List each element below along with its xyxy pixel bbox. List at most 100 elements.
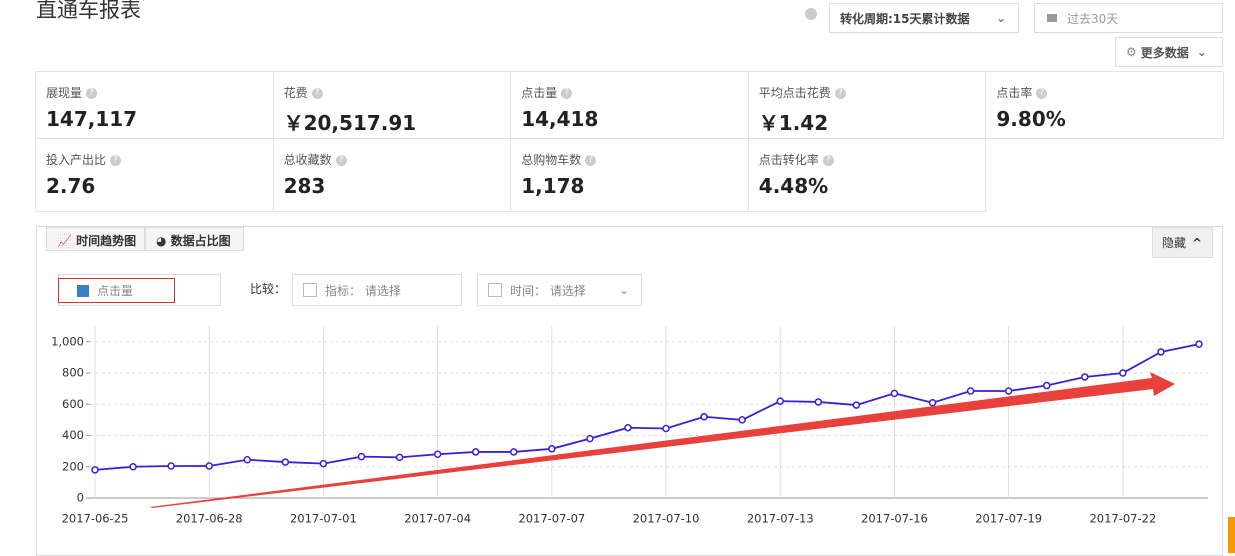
data-point: [1195, 340, 1203, 348]
data-point: [852, 401, 861, 409]
metric-label-text: 点击量: [521, 86, 558, 100]
select-text: 转化周期:15天累计数据: [840, 11, 970, 26]
metric-label-text: 平均点击花费: [758, 86, 831, 100]
data-point: [1004, 387, 1013, 395]
metric-card: 投入产出比? 2.76: [36, 139, 274, 212]
caret: ⌄: [1196, 45, 1207, 59]
metric-card: 总购物车数? 1,178: [511, 139, 749, 212]
select-label: 指标：: [325, 283, 362, 298]
caret: ^: [1192, 235, 1203, 250]
tab[interactable]: 📈 时间趋势图: [46, 227, 145, 251]
tab-label: 数据占比图: [170, 234, 231, 248]
select-label: 时间：: [510, 283, 547, 298]
metric-label: 总购物车数?: [521, 151, 738, 168]
data-point: [281, 458, 290, 466]
metric-label: 展现量?: [46, 84, 263, 101]
calendar-icon: [1047, 14, 1057, 22]
y-tick-label: 600: [62, 397, 84, 411]
data-point: [738, 416, 746, 424]
metric-label-text: 点击率: [996, 86, 1033, 100]
checkbox: [303, 283, 317, 297]
page-title: 直通车报表: [36, 0, 141, 22]
time-select[interactable]: 时间： 请选择 ⌄: [477, 274, 642, 306]
data-point: [1081, 373, 1089, 381]
data-point: [395, 453, 404, 462]
metric-value: 2.76: [46, 174, 96, 198]
help-icon: ?: [561, 88, 573, 99]
button-text: 更多数据: [1140, 45, 1189, 60]
data-point: [776, 397, 784, 405]
data-point: [700, 413, 708, 421]
data-point: [624, 423, 632, 432]
legend-item[interactable]: 点击量: [58, 278, 175, 303]
tab-label: 时间趋势图: [76, 234, 137, 248]
metric-label: 点击率?: [996, 84, 1213, 101]
metric-value: 1,178: [521, 174, 585, 198]
metric-value: ￥1.42: [758, 111, 829, 135]
data-point: [319, 459, 328, 468]
data-point: [890, 389, 899, 398]
metric-label-text: 总购物车数: [521, 153, 582, 167]
metric-label-text: 点击转化率: [758, 153, 819, 167]
data-point: [1119, 369, 1127, 377]
help-icon: ?: [834, 88, 846, 99]
metric-select[interactable]: 指标： 请选择: [292, 274, 462, 306]
info-icon: [805, 8, 817, 20]
metric-label: 投入产出比?: [46, 151, 263, 168]
trend-arrow: [150, 372, 1175, 508]
data-point: [357, 452, 366, 461]
help-icon: ?: [311, 88, 323, 99]
help-icon: ?: [335, 155, 347, 166]
help-icon: ?: [822, 155, 834, 166]
metric-label-text: 投入产出比: [46, 153, 107, 167]
metric-card: 平均点击花费? ￥1.42: [748, 72, 987, 139]
metric-label: 总收藏数?: [284, 151, 501, 168]
metric-card: 展现量? 147,117: [36, 72, 274, 139]
compare-label: 比较：: [250, 282, 287, 296]
button-text: 隐藏: [1162, 236, 1187, 250]
x-tick-label: 2017-07-01: [290, 512, 357, 526]
x-tick-label: 2017-07-10: [633, 512, 700, 526]
metric-label: 平均点击花费?: [759, 84, 976, 101]
x-tick-label: 2017-06-25: [62, 512, 129, 526]
y-tick-label: 200: [62, 459, 84, 473]
series-line: [94, 343, 1200, 471]
metric-label: 花费?: [284, 84, 501, 101]
metrics-grid: 展现量? 147,117 花费? ￥20,517.91 点击量? 14,418 平均点击花费…: [35, 71, 1224, 212]
caret: ⌄: [618, 283, 629, 297]
data-point: [928, 398, 937, 407]
data-point: [1042, 381, 1051, 390]
metric-card: 总收藏数? 283: [273, 139, 512, 212]
x-tick-label: 2017-07-19: [975, 512, 1042, 526]
metric-card: 花费? ￥20,517.91: [273, 72, 512, 139]
metric-label-text: 花费: [283, 86, 308, 100]
help-icon: ?: [86, 88, 98, 99]
tab[interactable]: ◕ 数据占比图: [145, 227, 244, 251]
hide-button[interactable]: 隐藏 ^: [1152, 227, 1213, 258]
more-data-button[interactable]: ⚙ 更多数据 ⌄: [1115, 37, 1223, 67]
y-tick-label: 1,000: [51, 334, 84, 348]
date-range-select[interactable]: 过去30天: [1034, 3, 1223, 33]
metric-card: 点击量? 14,418: [511, 72, 749, 139]
data-point: [548, 445, 556, 453]
x-tick-label: 2017-07-07: [518, 512, 585, 526]
metric-value: 9.80%: [996, 107, 1066, 131]
data-point: [662, 424, 670, 433]
legend-swatch: [77, 284, 89, 297]
y-tick-label: 800: [62, 366, 84, 380]
conversion-period-select[interactable]: 转化周期:15天累计数据 ⌄: [829, 3, 1019, 33]
date-text: 过去30天: [1067, 11, 1119, 26]
data-point: [471, 448, 480, 456]
data-point: [814, 398, 823, 406]
select-placeholder: 请选择: [549, 283, 586, 298]
legend-label: 点击量: [97, 284, 134, 298]
data-point: [205, 462, 213, 470]
metric-label: 点击量?: [521, 84, 738, 101]
x-tick-label: 2017-07-22: [1089, 512, 1156, 526]
data-point: [966, 387, 975, 395]
caret: ⌄: [995, 11, 1006, 25]
data-point: [167, 462, 175, 470]
data-point: [586, 434, 594, 443]
